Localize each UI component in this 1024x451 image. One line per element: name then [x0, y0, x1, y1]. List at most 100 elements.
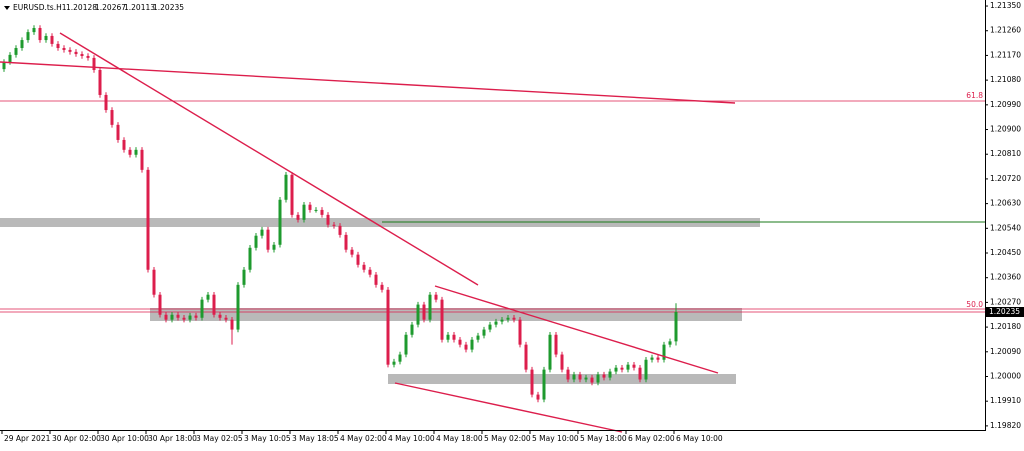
candle-body — [482, 329, 486, 336]
candle-body — [188, 315, 192, 320]
candle-body — [296, 214, 300, 220]
y-tick-label: 1.20540 — [990, 223, 1021, 232]
x-tick-label: 30 Apr 10:00 — [100, 434, 149, 443]
candle-body — [212, 294, 216, 315]
candle-body — [428, 294, 432, 320]
y-tick-label: 1.20180 — [990, 322, 1021, 331]
candle-body — [74, 51, 78, 55]
candle-body — [452, 334, 456, 340]
candle-body — [236, 284, 240, 330]
y-tick-label: 1.20900 — [990, 125, 1021, 134]
candle-body — [626, 364, 630, 370]
candle-body — [182, 317, 186, 320]
candle-body — [152, 269, 156, 295]
price-tag-label: 1.20235 — [989, 307, 1020, 316]
candle-body — [500, 319, 504, 322]
candle-body — [656, 357, 660, 360]
trend-line — [394, 382, 623, 433]
candle-body — [344, 234, 348, 250]
y-tick-label: 1.20270 — [990, 297, 1021, 306]
x-tick-label: 5 May 02:00 — [484, 434, 531, 443]
candle-body — [56, 43, 60, 49]
trend-line — [0, 61, 736, 104]
x-tick-label: 3 May 02:05 — [196, 434, 243, 443]
candle-body — [176, 314, 180, 318]
last-high: 1.20267 — [95, 3, 126, 12]
x-tick-label: 4 May 10:00 — [388, 434, 435, 443]
candle-body — [494, 321, 498, 325]
x-tick-label: 5 May 18:00 — [580, 434, 627, 443]
candle-body — [662, 344, 666, 360]
zone — [150, 308, 742, 321]
candle-body — [674, 312, 678, 342]
zone — [0, 218, 760, 227]
candle-body — [590, 377, 594, 383]
candle-body — [518, 319, 522, 345]
candle-body — [650, 357, 654, 360]
candle-body — [86, 55, 90, 58]
candle-body — [338, 225, 342, 235]
candle-body — [368, 269, 372, 275]
y-tick-label: 1.21350 — [990, 1, 1021, 10]
y-tick-label: 1.20810 — [990, 149, 1021, 158]
candle-body — [644, 359, 648, 380]
candle-body — [524, 344, 528, 370]
candle-body — [584, 377, 588, 380]
candle-body — [566, 369, 570, 380]
x-tick-label: 6 May 10:00 — [676, 434, 723, 443]
candle-body — [392, 361, 396, 365]
trend-line — [59, 32, 479, 286]
candle-body — [26, 32, 30, 41]
candle-body — [32, 27, 36, 33]
candle-body — [206, 294, 210, 300]
candle-body — [110, 110, 114, 125]
trend-lines — [0, 32, 736, 433]
y-tick-label: 1.20990 — [990, 100, 1021, 109]
candle-body — [92, 57, 96, 70]
candle-body — [362, 264, 366, 270]
candle-body — [602, 374, 606, 378]
candle-body — [194, 315, 198, 318]
y-tick-label: 1.20360 — [990, 273, 1021, 282]
candle-body — [350, 249, 354, 255]
candle-body — [266, 229, 270, 250]
candle-body — [314, 209, 318, 211]
candle-body — [224, 317, 228, 320]
x-tick-label: 3 May 18:05 — [292, 434, 339, 443]
candle-body — [668, 341, 672, 345]
candle-body — [464, 344, 468, 350]
candle-body — [542, 369, 546, 400]
candle-body — [416, 304, 420, 325]
menu-arrow[interactable] — [4, 6, 10, 10]
fib-label: 50.0 — [966, 300, 983, 309]
candle-body — [578, 374, 582, 380]
candle-body — [548, 334, 552, 370]
y-tick-label: 1.20000 — [990, 371, 1021, 380]
candle-body — [254, 235, 258, 248]
candle-body — [458, 339, 462, 345]
y-tick-label: 1.20450 — [990, 248, 1021, 257]
trend-line — [434, 285, 719, 374]
candle-body — [140, 149, 144, 170]
x-tick-label: 30 Apr 02:00 — [52, 434, 101, 443]
candle-body — [44, 35, 48, 41]
candle-body — [164, 314, 168, 320]
candle-body — [332, 224, 336, 226]
last-open: 1.20128 — [66, 3, 97, 12]
y-tick-label: 1.21080 — [990, 75, 1021, 84]
candle-body — [512, 317, 516, 320]
candle-body — [476, 335, 480, 340]
candle-body — [530, 369, 534, 395]
candle-body — [290, 174, 294, 215]
candle-body — [608, 371, 612, 378]
header: EURUSD.ts.H1 1.20128 1.20267 1.20113 1.2… — [4, 3, 184, 12]
candle-body — [536, 394, 540, 400]
candle-body — [410, 324, 414, 335]
candle-body — [326, 214, 330, 225]
y-tick-label: 1.19910 — [990, 396, 1021, 405]
last-low: 1.20113 — [124, 3, 155, 12]
candle-body — [638, 367, 642, 380]
x-tick-label: 4 May 02:00 — [340, 434, 387, 443]
